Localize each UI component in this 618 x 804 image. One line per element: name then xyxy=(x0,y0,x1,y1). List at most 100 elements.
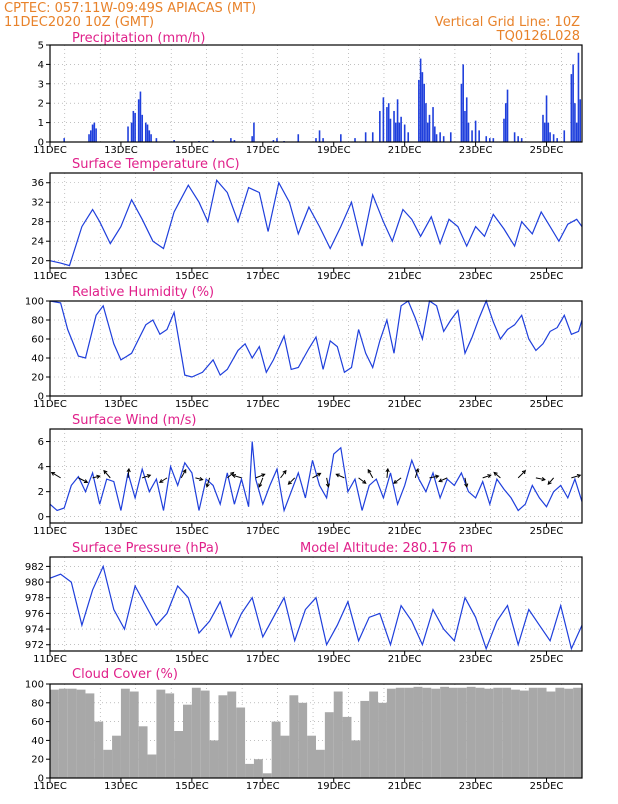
wind-vector xyxy=(386,468,389,478)
run-header: 11DEC2020 10Z (GMT) xyxy=(4,15,154,30)
panel-wind: Surface Wind (m/s) 0 2 4 6 11DEC 13DEC 15DEC 17… xyxy=(33,413,583,537)
precip-bar xyxy=(137,99,140,142)
ytick-label: 982 xyxy=(25,562,44,573)
ytick-label: 20 xyxy=(31,373,44,384)
wind-vector xyxy=(312,472,321,479)
wind-vector xyxy=(103,470,111,479)
xtick-label: 13DEC xyxy=(104,399,138,410)
ytick-label: 40 xyxy=(31,736,44,747)
cloud-bar xyxy=(227,691,237,778)
ytick-label: 24 xyxy=(31,237,44,248)
precip-bar xyxy=(426,122,429,142)
cloud-bar xyxy=(466,686,476,778)
xtick-label: 19DEC xyxy=(317,271,351,282)
wind-vector xyxy=(464,477,468,487)
wind-arrowhead xyxy=(438,478,443,483)
wind-vector xyxy=(535,477,545,481)
precip-bar xyxy=(439,132,441,142)
cloud-bar xyxy=(120,688,130,778)
wind-vector xyxy=(258,477,264,488)
precip-bar xyxy=(434,126,436,142)
wind-arrowhead xyxy=(325,483,330,488)
wind-arrowhead xyxy=(367,468,372,474)
xtick-label: 15DEC xyxy=(175,399,209,410)
cloud-bar xyxy=(360,700,370,778)
cloud-bar xyxy=(386,688,396,778)
wind-vector xyxy=(280,470,287,479)
precip-bar xyxy=(465,97,468,142)
panel-pressure: Surface Pressure (hPa) Model Altitude: 2… xyxy=(25,541,583,665)
model-label: TQ0126L028 xyxy=(496,29,580,44)
precip-bar xyxy=(95,128,97,142)
cloud-bar xyxy=(289,695,299,778)
precip-bar xyxy=(577,52,580,143)
precip-bar xyxy=(253,122,255,142)
xtick-label: 21DEC xyxy=(388,399,422,410)
wind-vector xyxy=(547,477,555,485)
xtick-label: 23DEC xyxy=(459,654,493,665)
precip-bar xyxy=(139,91,142,142)
precip-bar xyxy=(449,132,452,142)
cloud-bar xyxy=(395,687,405,778)
wind-vector xyxy=(288,477,296,485)
precip-bar xyxy=(520,138,523,142)
precip-bar xyxy=(563,130,566,142)
precip-bar xyxy=(419,58,422,142)
cloud-bar xyxy=(369,691,379,778)
series-line xyxy=(49,299,583,378)
xtick-label: 21DEC xyxy=(388,781,422,792)
wind-vector xyxy=(127,468,130,478)
xtick-label: 19DEC xyxy=(317,526,351,537)
precip-bar xyxy=(423,83,425,142)
panel-frame xyxy=(49,44,583,143)
wind-arrowhead xyxy=(96,474,101,479)
ytick-label: 972 xyxy=(25,640,44,651)
xtick-label: 23DEC xyxy=(459,399,493,410)
ytick-label: 974 xyxy=(25,625,44,636)
station-header: CPTEC: 057:11W-09:49S APIACAS (MT) xyxy=(4,1,256,16)
xtick-label: 21DEC xyxy=(388,145,422,156)
precip-bar xyxy=(467,122,470,142)
xtick-label: 15DEC xyxy=(175,271,209,282)
xtick-label: 11DEC xyxy=(33,399,67,410)
wind-arrowhead xyxy=(317,472,322,477)
xtick-label: 25DEC xyxy=(530,781,564,792)
precip-bar xyxy=(393,110,395,142)
wind-vector xyxy=(227,472,234,479)
ytick-label: 28 xyxy=(31,217,44,228)
cloud-bar xyxy=(218,695,228,778)
precip-bar xyxy=(570,74,573,142)
xtick-label: 11DEC xyxy=(33,654,67,665)
model-altitude: Model Altitude: 280.176 m xyxy=(300,541,473,556)
precip-bar xyxy=(322,138,324,142)
xtick-label: 13DEC xyxy=(104,654,138,665)
xtick-label: 11DEC xyxy=(33,271,67,282)
cloud-bar xyxy=(112,735,121,778)
precip-bar xyxy=(579,99,582,142)
ytick-label: 978 xyxy=(25,593,44,604)
ytick-label: 4 xyxy=(38,60,44,71)
cloud-bar xyxy=(129,691,139,778)
precip-bar xyxy=(545,95,548,142)
wind-arrowhead xyxy=(547,480,552,485)
cloud-bar xyxy=(449,687,458,778)
wind-title: Surface Wind (m/s) xyxy=(72,413,196,428)
series-line xyxy=(49,441,583,513)
precip-bar xyxy=(173,140,175,142)
precip-bar xyxy=(552,134,555,142)
precip-bar xyxy=(318,130,321,142)
wind-vector xyxy=(195,477,203,481)
xtick-label: 13DEC xyxy=(104,271,138,282)
xtick-label: 25DEC xyxy=(530,526,564,537)
cloud-bar xyxy=(183,704,192,778)
precip-bar xyxy=(340,134,342,142)
precip-bar xyxy=(395,122,397,142)
pressure-title: Surface Pressure (hPa) xyxy=(72,541,219,556)
xtick-label: 11DEC xyxy=(33,145,67,156)
ytick-label: 20 xyxy=(31,755,44,766)
wind-vector xyxy=(393,477,402,484)
precip-bar xyxy=(230,138,232,142)
precip-bar xyxy=(141,114,144,142)
panel-frame xyxy=(49,172,583,269)
xtick-label: 23DEC xyxy=(459,526,493,537)
